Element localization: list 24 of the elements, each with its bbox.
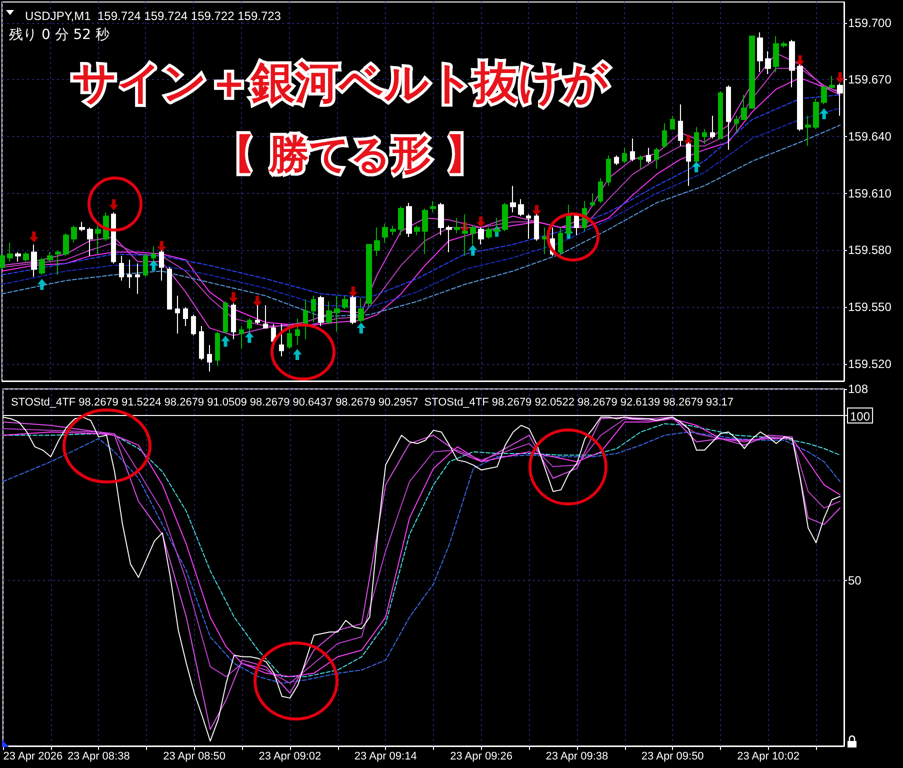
- y-tick-label: 50: [848, 574, 862, 588]
- annotation: サイン＋銀河ベルト抜けが: [72, 58, 609, 108]
- x-tick-label: 23 Apr 08:38: [67, 750, 130, 762]
- x-tick-label: 23 Apr 09:50: [641, 750, 704, 762]
- y-tick-label: 159.550: [848, 300, 892, 314]
- x-tick-label: 23 Apr 10:02: [737, 750, 800, 762]
- x-tick-label: 23 Apr 09:02: [258, 750, 322, 762]
- x-tick-label: 23 Apr 09:38: [546, 750, 608, 762]
- text: STOStd_4TF 98.2679 91.5224 98.2679 91.0509 98.2679 90.6437 98.2679 90.2957 STOStd_4TF 98.2679 92.0522 98.2679 92.6139 98.2679 93.17: [11, 396, 734, 408]
- annotation: 【 勝てる形 】: [215, 132, 485, 178]
- y-tick-label: 159.610: [848, 186, 892, 200]
- y-tick-label: 159.700: [848, 16, 892, 30]
- text: USDJPY,M1 159.724 159.724 159.722 159.723: [25, 9, 282, 23]
- y-tick-label: 108: [848, 382, 868, 396]
- y-tick-label: 100: [850, 409, 870, 424]
- x-tick-label: 23 Apr 09:26: [450, 750, 512, 762]
- y-tick-label: 159.670: [848, 72, 892, 87]
- x-tick-label: 23 Apr 2026: [3, 750, 63, 762]
- x-tick-label: 23 Apr 09:14: [354, 750, 417, 762]
- y-tick-label: 159.640: [848, 130, 892, 144]
- y-tick-label: 159.580: [848, 243, 892, 258]
- x-tick-label: 23 Apr 08:50: [163, 750, 226, 762]
- annotation: 残り 0 分 52 秒: [9, 27, 110, 43]
- y-tick-label: 159.520: [848, 356, 892, 371]
